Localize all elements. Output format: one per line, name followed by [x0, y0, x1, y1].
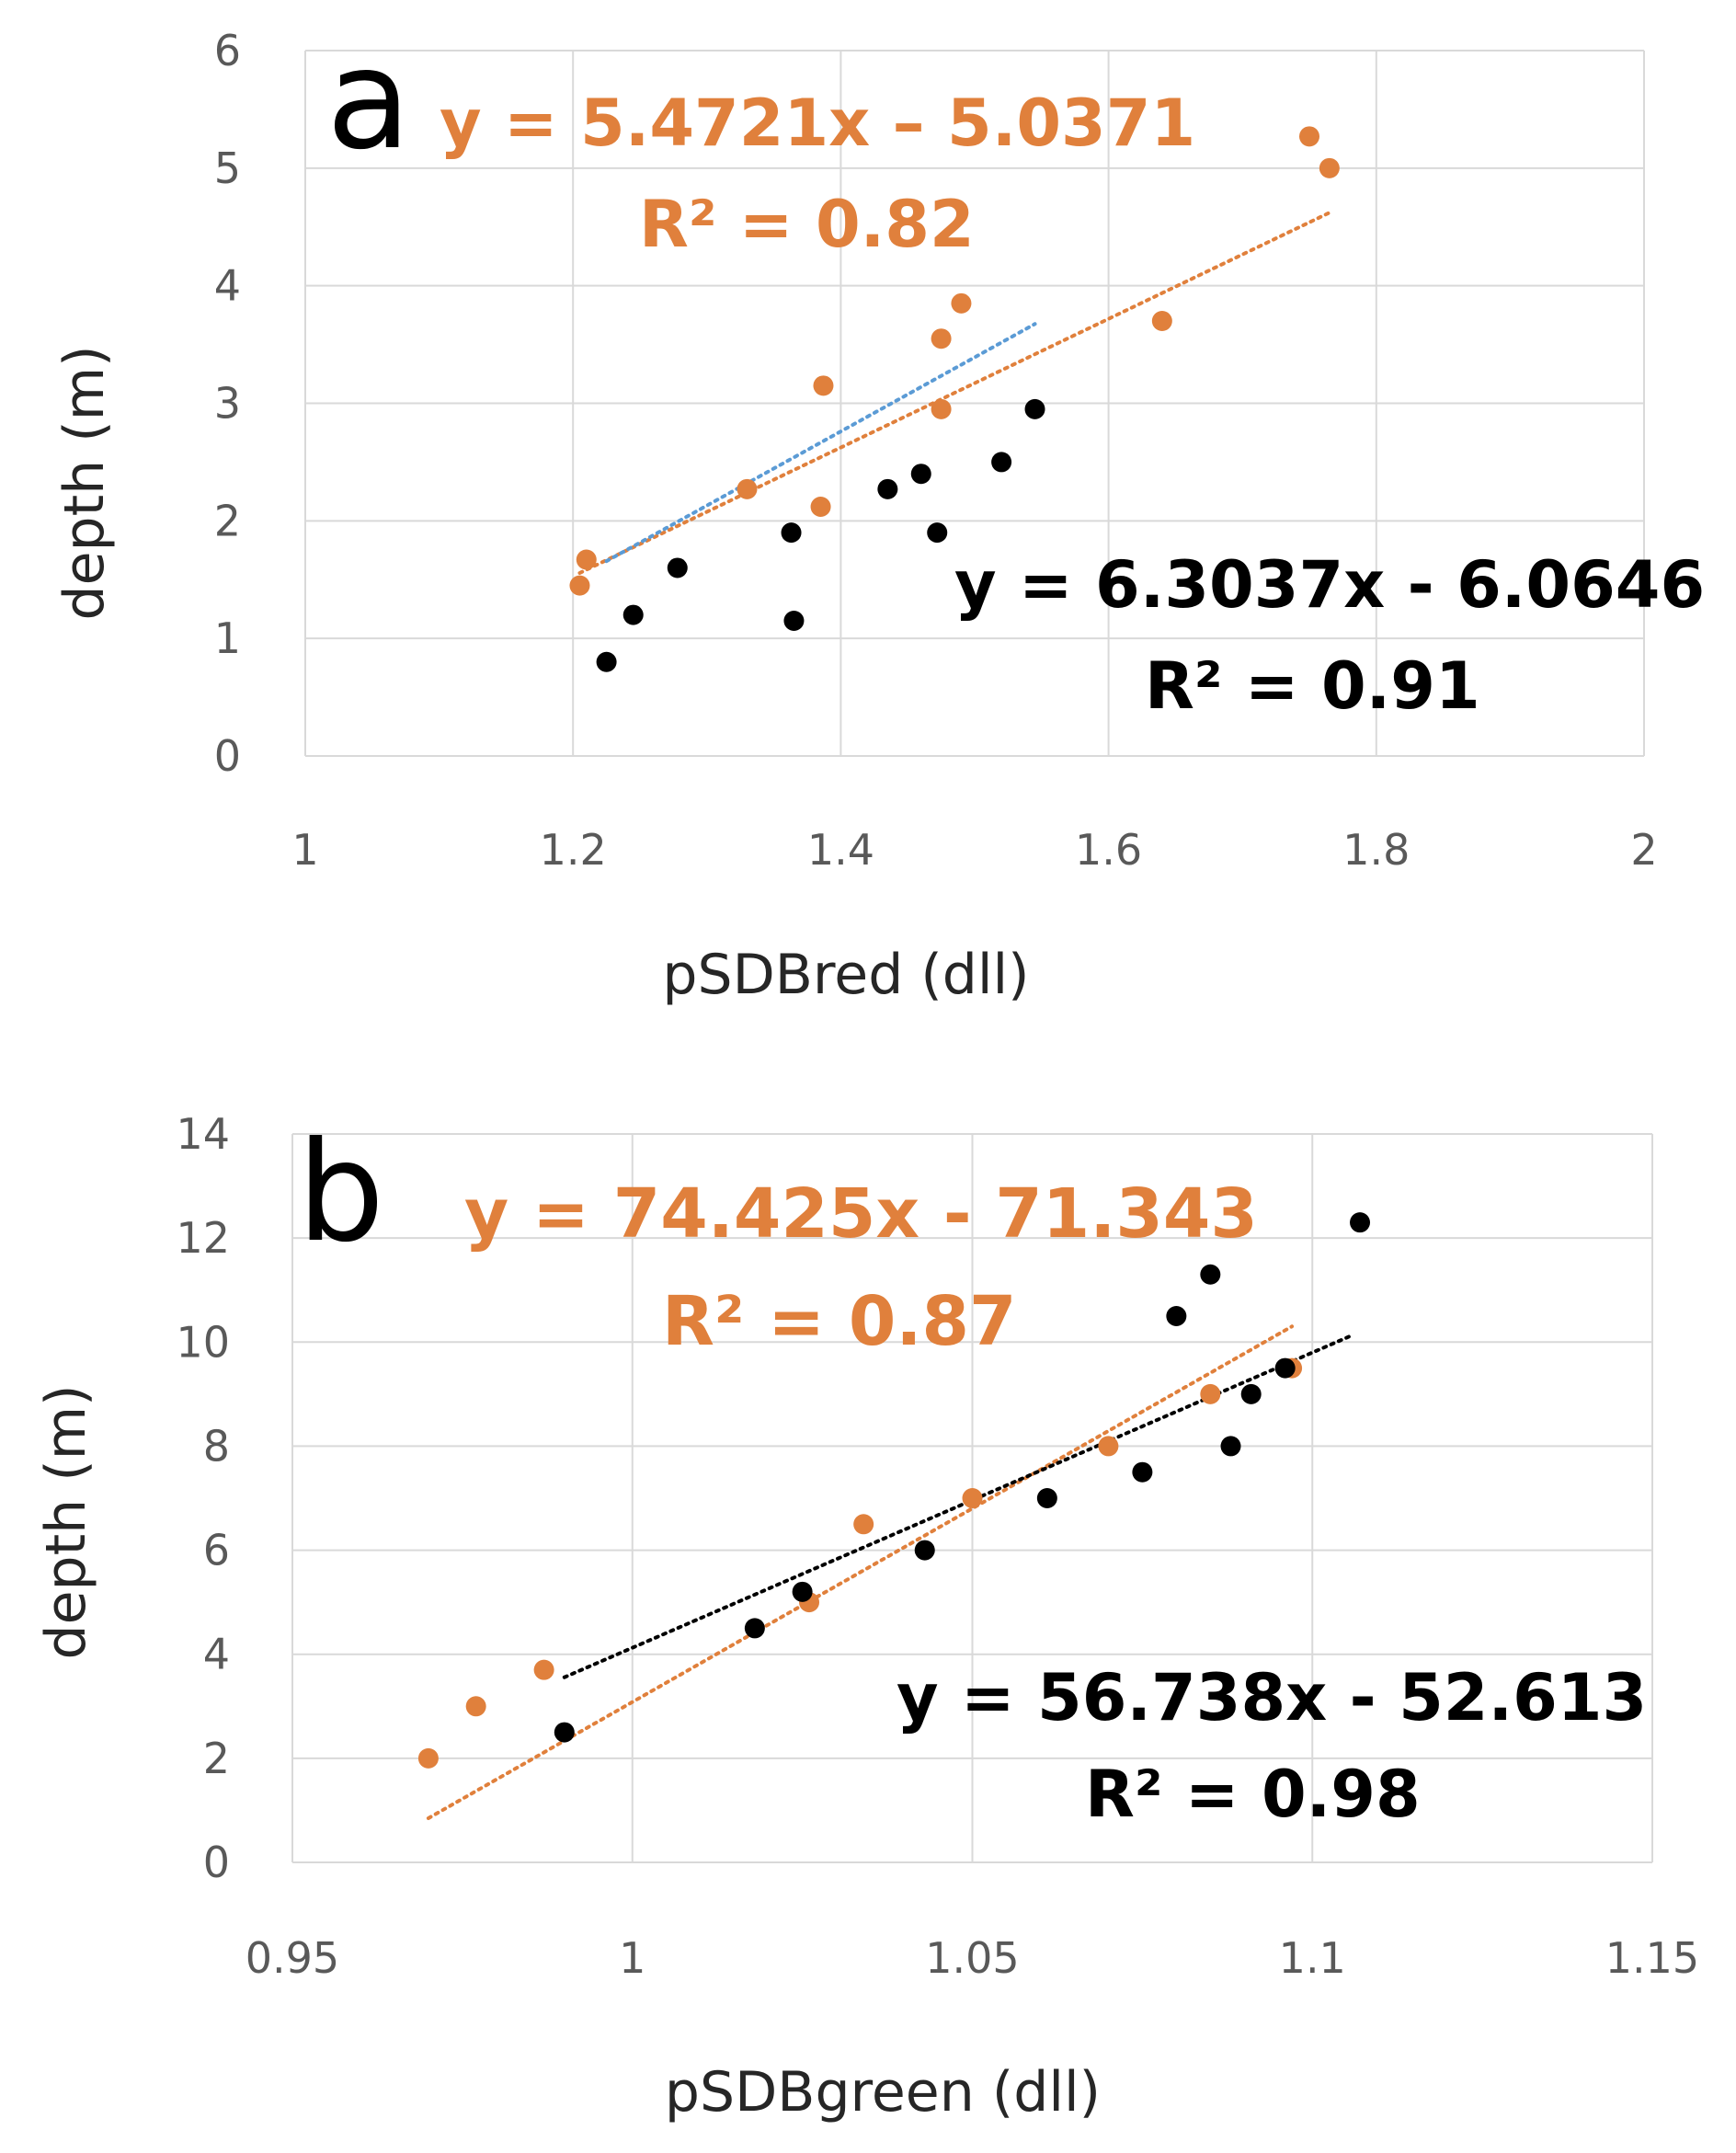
x-tick-label: 1.8 [1342, 825, 1410, 875]
point-black [622, 604, 644, 625]
point-black [1220, 1436, 1241, 1457]
x-tick-label: 1.05 [925, 1933, 1019, 1983]
r2-orange-a: R² = 0.82 [639, 187, 975, 262]
x-tick-label: 1.6 [1075, 825, 1142, 875]
point-black [554, 1722, 575, 1743]
y-tick-label: 1 [214, 613, 241, 663]
y-tick-label: 0 [214, 731, 241, 781]
tick-labels-b: 0.95 1 1.05 1.1 1.15 0 2 4 6 8 10 12 14 [176, 1109, 1699, 1983]
equation-black-a: y = 6.3037x - 6.0646 [954, 547, 1705, 623]
x-tick-label: 1.15 [1605, 1933, 1699, 1983]
panel-letter-a: a [326, 20, 411, 180]
y-tick-label: 2 [203, 1734, 230, 1783]
x-axis-title-a: pSDBred (dll) [662, 943, 1029, 1007]
y-tick-label: 4 [214, 261, 241, 311]
y-tick-label: 12 [176, 1213, 230, 1263]
trendline-black [604, 322, 1037, 564]
chart-panel-b: 0.95 1 1.05 1.1 1.15 0 2 4 6 8 10 12 14 b y = 74.425… [34, 1109, 1699, 2124]
point-black [914, 1540, 935, 1561]
point-black [1240, 1383, 1262, 1404]
y-tick-label: 3 [214, 379, 241, 429]
point-black [1350, 1212, 1371, 1233]
point-black [783, 610, 805, 631]
equation-orange-a: y = 5.4721x – 5.0371 [440, 86, 1195, 161]
r2-black-a: R² = 0.91 [1145, 648, 1480, 724]
point-orange [1200, 1383, 1221, 1404]
point-black [1132, 1461, 1153, 1483]
panel-letter-b: b [297, 1113, 384, 1273]
point-black [910, 464, 931, 485]
x-tick-label: 0.95 [246, 1933, 339, 1983]
point-orange [813, 375, 834, 396]
y-tick-label: 2 [214, 496, 241, 545]
point-orange [569, 575, 590, 596]
point-black [1036, 1488, 1057, 1508]
x-axis-title-b: pSDBgreen (dll) [665, 2060, 1101, 2124]
point-black [1274, 1357, 1296, 1379]
trendline-orange [577, 211, 1331, 575]
y-tick-label: 6 [203, 1526, 230, 1575]
x-tick-label: 1.1 [1279, 1933, 1346, 1983]
r2-orange-b: R² = 0.87 [662, 1282, 1017, 1361]
x-tick-label: 1.4 [807, 825, 874, 875]
y-axis-title-b: depth (m) [34, 1385, 98, 1660]
point-orange [1098, 1436, 1119, 1457]
point-orange [931, 328, 952, 349]
point-black [991, 452, 1012, 473]
x-tick-label: 2 [1630, 825, 1657, 875]
points-a [569, 126, 1340, 672]
point-orange [931, 398, 952, 419]
trendlines-a [577, 211, 1331, 575]
x-tick-label: 1.2 [540, 825, 607, 875]
point-orange [1319, 157, 1340, 178]
point-orange [1299, 126, 1319, 147]
y-tick-label: 14 [176, 1109, 230, 1159]
y-tick-label: 5 [214, 143, 241, 193]
point-black [877, 478, 898, 499]
y-axis-title-a: depth (m) [52, 346, 117, 621]
y-tick-label: 4 [203, 1630, 230, 1679]
point-orange [465, 1696, 486, 1717]
point-black [744, 1618, 765, 1639]
point-black [927, 522, 948, 544]
points-b [417, 1212, 1371, 1769]
point-black [596, 651, 617, 672]
point-orange [576, 549, 597, 570]
trendline-black [562, 1333, 1355, 1679]
point-black [667, 557, 688, 578]
y-tick-label: 6 [214, 26, 241, 75]
point-black [1200, 1264, 1221, 1285]
point-orange [853, 1514, 874, 1535]
point-orange [737, 478, 758, 499]
y-tick-label: 8 [203, 1421, 230, 1471]
point-black [792, 1581, 813, 1602]
y-tick-label: 10 [176, 1317, 230, 1367]
gridlines-b [291, 1133, 1653, 1863]
x-tick-label: 1 [619, 1933, 645, 1983]
gridlines-a [304, 50, 1645, 757]
r2-black-b: R² = 0.98 [1085, 1757, 1421, 1832]
point-orange [951, 292, 972, 314]
point-black [1024, 398, 1045, 419]
point-orange [1151, 311, 1172, 332]
point-black [781, 522, 802, 544]
point-black [1166, 1306, 1187, 1326]
x-tick-label: 1 [291, 825, 318, 875]
point-orange [962, 1488, 983, 1508]
point-orange [417, 1747, 439, 1769]
trendline-orange [426, 1324, 1295, 1820]
equation-black-b: y = 56.738x - 52.613 [897, 1660, 1647, 1735]
point-orange [533, 1659, 554, 1680]
point-orange [810, 496, 831, 517]
equation-orange-b: y = 74.425x - 71.343 [464, 1174, 1258, 1254]
y-tick-label: 0 [203, 1838, 230, 1887]
